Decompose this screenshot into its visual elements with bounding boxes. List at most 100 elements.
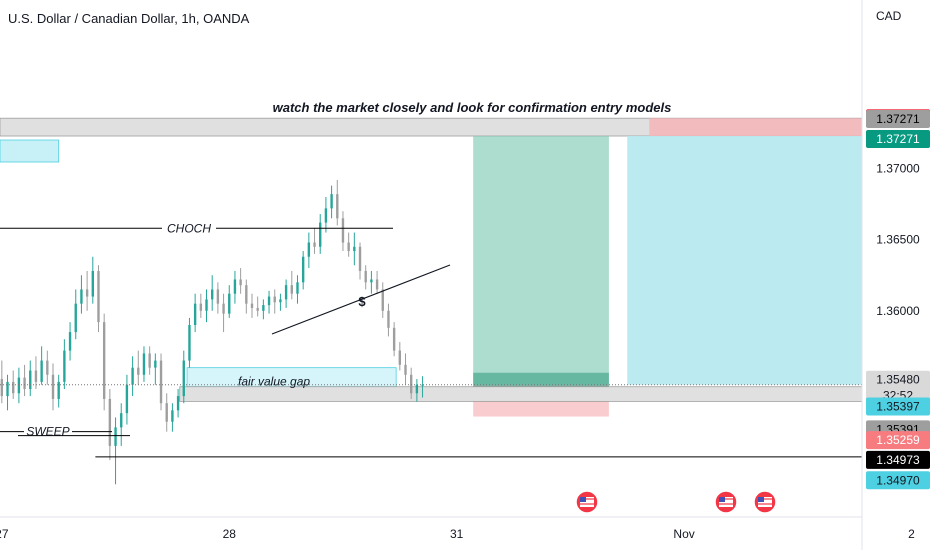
candle-body [182, 360, 185, 397]
candle [353, 232, 356, 266]
price-label-bg [866, 397, 930, 416]
candle [63, 339, 66, 389]
price-label-text: 1.34973 [876, 453, 920, 467]
candle-body [17, 377, 21, 394]
candle-body [171, 410, 174, 422]
candle-body [142, 353, 146, 375]
candle-body [12, 381, 15, 394]
candle-body [188, 325, 191, 361]
x-tick-label: 31 [450, 527, 464, 541]
candle-body [336, 194, 339, 219]
candle [199, 293, 203, 318]
fvg-lower-band[interactable] [179, 386, 863, 402]
candle-body [51, 374, 55, 399]
candle-body [404, 364, 407, 375]
price-label-text: 1.35259 [876, 433, 920, 447]
candle [296, 275, 299, 304]
candle [267, 290, 271, 314]
top-zone-risk[interactable] [649, 118, 862, 137]
candle [370, 270, 373, 294]
candle-body [211, 289, 214, 300]
candle-body [228, 293, 231, 314]
choch-label[interactable]: CHOCH [167, 221, 211, 235]
price-label[interactable]: 1.34970 [866, 471, 930, 490]
us-flag-event-icon[interactable] [714, 490, 738, 514]
candle [239, 268, 242, 294]
us-flag-event-icon[interactable] [575, 490, 599, 514]
fvg-label[interactable]: fair value gap [238, 375, 310, 389]
y-tick-label: 1.36500 [876, 233, 920, 247]
candle-body [353, 246, 356, 252]
candle [211, 275, 214, 311]
candle [381, 282, 384, 318]
candle-body [222, 303, 225, 314]
candle [387, 303, 390, 337]
symbol-title[interactable]: U.S. Dollar / Canadian Dollar, 1h, OANDA [8, 11, 250, 26]
candle [228, 285, 231, 318]
flag-icon-field [719, 497, 733, 507]
candle [358, 242, 362, 280]
price-label[interactable]: 1.34973 [866, 450, 930, 469]
candle [398, 342, 402, 371]
candle-body [85, 289, 89, 297]
candle [233, 270, 237, 304]
candle-body [301, 256, 305, 283]
candle [307, 232, 311, 269]
candle-body [29, 370, 32, 389]
candle [108, 389, 112, 461]
candle-body [279, 299, 282, 303]
top-note-label[interactable]: watch the market closely and look for co… [273, 100, 672, 115]
left-zone-box[interactable] [0, 139, 60, 163]
candle [313, 228, 316, 254]
candle [336, 179, 339, 226]
candle [284, 279, 288, 308]
candle [154, 353, 157, 385]
candle-body [324, 208, 328, 223]
candle-body [40, 360, 43, 382]
profit-zone-long[interactable] [473, 136, 609, 385]
candle [262, 299, 265, 320]
price-label[interactable]: 1.37271 [866, 110, 930, 129]
candle [171, 403, 174, 432]
candle [17, 367, 21, 404]
us-flag-event-icon[interactable] [753, 490, 777, 514]
candle-body [290, 285, 293, 294]
candle [114, 417, 117, 485]
candle-body [154, 360, 157, 368]
price-label-text: 1.34970 [876, 473, 920, 487]
candle-body [313, 242, 316, 247]
candle-body [131, 367, 134, 385]
candle-body [421, 384, 424, 386]
price-label-text: 1.35480 [876, 373, 920, 387]
flag-icon-canton [758, 497, 764, 502]
x-tick-label: 28 [223, 527, 237, 541]
candle-body [392, 327, 396, 351]
candle [159, 353, 163, 411]
price-label[interactable]: 1.35480 [866, 370, 930, 389]
candle [330, 185, 333, 219]
x-tick-label: 2 [908, 527, 915, 541]
profit-zone-second[interactable] [627, 136, 862, 385]
candle [392, 322, 396, 357]
price-label-bg [866, 110, 930, 129]
trendline[interactable] [271, 264, 451, 335]
candle-body [319, 222, 322, 247]
candle-body [410, 374, 413, 394]
candle-body [284, 285, 288, 300]
candle [324, 197, 328, 233]
candle-body [159, 360, 163, 404]
price-label[interactable]: 1.37271 [866, 130, 930, 149]
price-label[interactable]: 1.35259 [866, 431, 930, 450]
candle [120, 403, 123, 446]
price-label-text: 1.37271 [876, 132, 920, 146]
candle [97, 265, 100, 333]
time-axis[interactable] [0, 517, 932, 550]
candle [6, 374, 9, 411]
candle [137, 350, 140, 385]
sweep-label[interactable]: SWEEP [26, 425, 69, 439]
candle-body [245, 285, 248, 304]
price-label[interactable]: 1.35397 [866, 397, 930, 416]
candle [341, 211, 345, 252]
